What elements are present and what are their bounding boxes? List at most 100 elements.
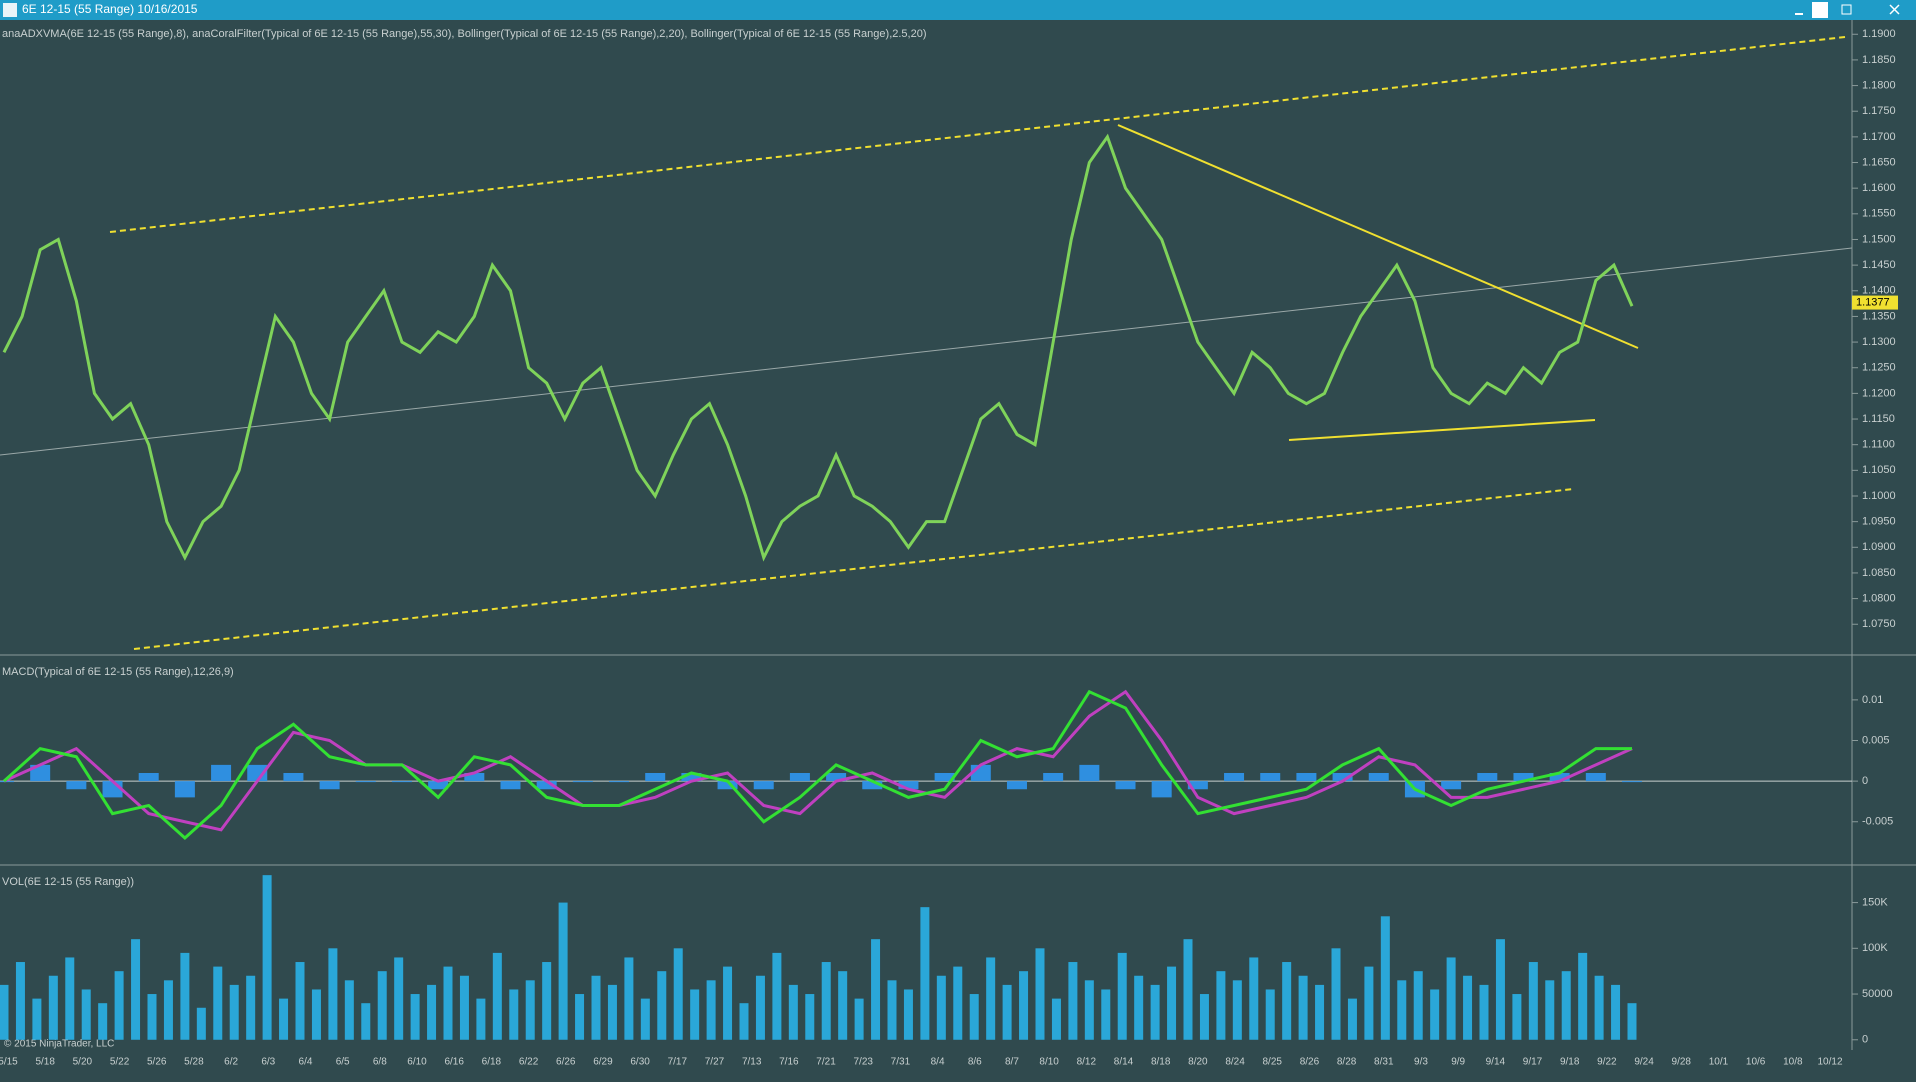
link-button[interactable]: [1812, 2, 1828, 18]
x-tick-label: 7/17: [668, 1057, 688, 1068]
x-tick-label: 10/6: [1746, 1057, 1766, 1068]
bar: [114, 971, 124, 1040]
x-tick-label: 9/9: [1451, 1057, 1465, 1068]
bar: [1528, 962, 1538, 1040]
bar: [1002, 984, 1012, 1040]
y-tick-label: 1.1000: [1862, 490, 1896, 502]
bar: [1265, 989, 1275, 1040]
bar: [1368, 773, 1389, 782]
y-tick-label: 1.0900: [1862, 541, 1896, 553]
x-tick-label: 9/17: [1523, 1057, 1543, 1068]
last-price-label: 1.1377: [1856, 296, 1890, 308]
y-tick-label: 1.1650: [1862, 156, 1896, 168]
bar: [681, 773, 702, 782]
bar: [311, 989, 321, 1040]
y-tick-label: 1.0800: [1862, 592, 1896, 604]
bar: [706, 980, 716, 1040]
window-title: 6E 12-15 (55 Range) 10/16/2015: [22, 2, 198, 16]
bar: [1549, 773, 1570, 782]
bar: [1115, 781, 1136, 790]
bar: [1594, 975, 1604, 1040]
bar: [887, 980, 897, 1040]
y-tick-label: 0: [1862, 775, 1868, 787]
x-tick-label: 7/16: [779, 1057, 799, 1068]
bar: [65, 957, 75, 1040]
x-tick-label: 6/5: [336, 1057, 350, 1068]
bar: [558, 902, 568, 1040]
restore-button[interactable]: [1841, 4, 1852, 15]
bar: [753, 781, 774, 790]
y-tick-label: 1.1150: [1862, 413, 1895, 425]
series-line: [2, 689, 1632, 841]
bar: [1413, 971, 1423, 1040]
bar: [1084, 980, 1094, 1040]
bar: [1332, 773, 1353, 782]
bar: [1187, 781, 1208, 790]
x-tick-label: 5/26: [147, 1057, 167, 1068]
bar: [1167, 966, 1177, 1040]
bar: [1622, 781, 1642, 783]
x-tick-label: 6/16: [444, 1057, 464, 1068]
bar: [788, 984, 798, 1040]
bar: [459, 975, 469, 1040]
x-tick-label: 5/20: [73, 1057, 93, 1068]
series-line: [3, 689, 1633, 832]
bar: [575, 994, 585, 1040]
bar: [1627, 1003, 1637, 1040]
bar: [789, 773, 810, 782]
bar: [657, 971, 667, 1040]
bar: [1183, 939, 1193, 1040]
bar: [174, 781, 195, 798]
bar: [492, 952, 502, 1040]
y-tick-label: 150K: [1862, 896, 1888, 908]
bar: [1035, 948, 1045, 1040]
bar: [1282, 962, 1292, 1040]
y-tick-label: 0: [1862, 1034, 1868, 1046]
y-tick-label: 1.1100: [1862, 439, 1895, 451]
y-tick-label: 1.1550: [1862, 208, 1896, 220]
bar: [1249, 957, 1259, 1040]
bar: [48, 975, 58, 1040]
bar: [1512, 994, 1522, 1040]
bar: [986, 957, 996, 1040]
x-tick-label: 6/3: [261, 1057, 275, 1068]
bar: [1364, 966, 1374, 1040]
bar: [147, 994, 157, 1040]
bar: [723, 966, 733, 1040]
bar: [1006, 781, 1027, 790]
bar: [1216, 971, 1226, 1040]
x-tick-label: 6/2: [224, 1057, 238, 1068]
x-tick-label: 6/30: [630, 1057, 650, 1068]
regression-line: [0, 247, 1853, 456]
channel-upper: [109, 36, 1846, 233]
bar: [1513, 773, 1534, 782]
bar: [66, 781, 87, 790]
close-button[interactable]: [1889, 4, 1900, 15]
bar: [32, 998, 42, 1040]
bar: [1585, 773, 1606, 782]
y-tick-label: 1.1250: [1862, 362, 1896, 374]
bar: [690, 989, 700, 1040]
bar: [131, 939, 141, 1040]
bar: [609, 781, 630, 783]
bar: [1477, 773, 1498, 782]
bar: [673, 948, 683, 1040]
bar: [0, 781, 14, 783]
bar: [640, 998, 650, 1040]
bar: [328, 948, 338, 1040]
bar: [1150, 984, 1160, 1040]
bar: [319, 781, 340, 790]
bar: [81, 989, 91, 1040]
x-tick-label: 5/15: [0, 1057, 18, 1068]
x-tick-label: 8/14: [1114, 1057, 1134, 1068]
bar: [854, 998, 864, 1040]
x-tick-label: 8/6: [968, 1057, 982, 1068]
bar: [1331, 948, 1341, 1040]
bar: [464, 773, 485, 782]
panel-title: MACD(Typical of 6E 12-15 (55 Range),12,2…: [2, 666, 234, 678]
bar: [934, 773, 955, 782]
y-tick-label: 0.005: [1862, 734, 1890, 746]
x-tick-label: 8/28: [1337, 1057, 1357, 1068]
x-tick-label: 9/18: [1560, 1057, 1580, 1068]
